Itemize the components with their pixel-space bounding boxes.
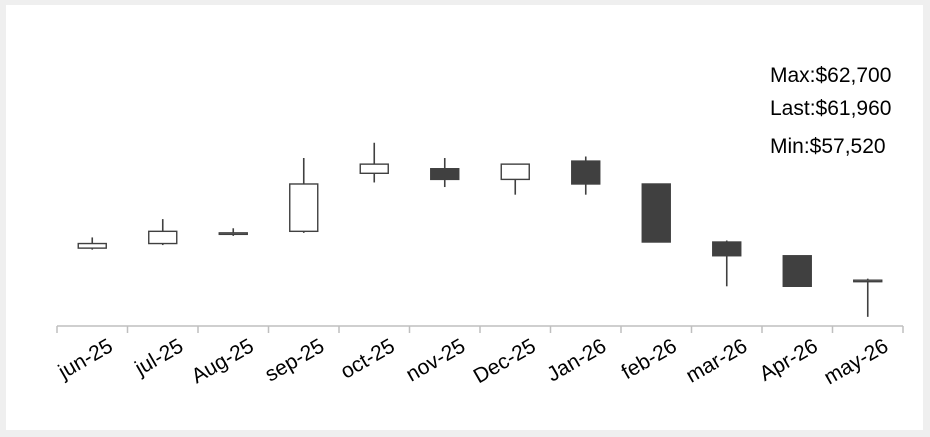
candle-jul-25 xyxy=(148,219,178,246)
x-tick-labels: jun-25 jul-25 Aug-25 sep-25 oct-25 nov-25 Dec-… xyxy=(54,334,892,389)
chart-panel xyxy=(6,5,923,430)
candle-sep-25 xyxy=(289,158,319,233)
x-tick-label: jun-25 xyxy=(54,334,117,384)
x-tick-label: Aug-25 xyxy=(188,334,258,388)
x-tick-label: Jan-26 xyxy=(543,334,610,386)
x-tick-label: nov-25 xyxy=(402,334,469,386)
candle-body xyxy=(712,241,742,257)
candle-body xyxy=(430,168,460,181)
candle-body xyxy=(500,163,530,181)
x-tick-label: mar-26 xyxy=(682,334,751,387)
candle-jun-25 xyxy=(77,237,107,250)
candle-body xyxy=(359,163,389,174)
max-stat: Max:$62,700 xyxy=(770,64,891,87)
x-tick-label: oct-25 xyxy=(337,334,399,383)
candle-body xyxy=(641,183,671,243)
stats-box: Max:$62,700 Last:$61,960 Min:$57,520 xyxy=(770,64,891,158)
last-stat: Last:$61,960 xyxy=(770,97,891,120)
candle-may-26 xyxy=(853,278,883,317)
candle-Aug-25 xyxy=(218,228,248,236)
candle-oct-25 xyxy=(359,142,389,183)
candle-Dec-25 xyxy=(500,163,530,195)
candle-body xyxy=(853,279,883,283)
candle-body xyxy=(218,232,248,236)
candle-mar-26 xyxy=(712,240,742,287)
candle-body xyxy=(782,255,812,287)
candle-nov-25 xyxy=(430,158,460,188)
x-tick-label: jul-25 xyxy=(130,334,187,380)
x-tick-label: sep-25 xyxy=(261,334,328,386)
candle-Jan-26 xyxy=(571,156,601,195)
candle-Apr-26 xyxy=(782,255,812,287)
candle-body xyxy=(571,160,601,185)
x-tick-label: feb-26 xyxy=(618,334,681,384)
x-tick-label: may-26 xyxy=(820,334,892,389)
x-axis xyxy=(56,325,904,333)
candle-body xyxy=(77,242,107,249)
x-tick-label: Apr-26 xyxy=(756,334,822,385)
candles xyxy=(77,142,883,317)
min-stat: Min:$57,520 xyxy=(770,135,886,158)
candle-feb-26 xyxy=(641,183,671,243)
x-tick-label: Dec-25 xyxy=(470,334,540,388)
candle-body xyxy=(289,183,319,233)
candle-body xyxy=(148,230,178,245)
